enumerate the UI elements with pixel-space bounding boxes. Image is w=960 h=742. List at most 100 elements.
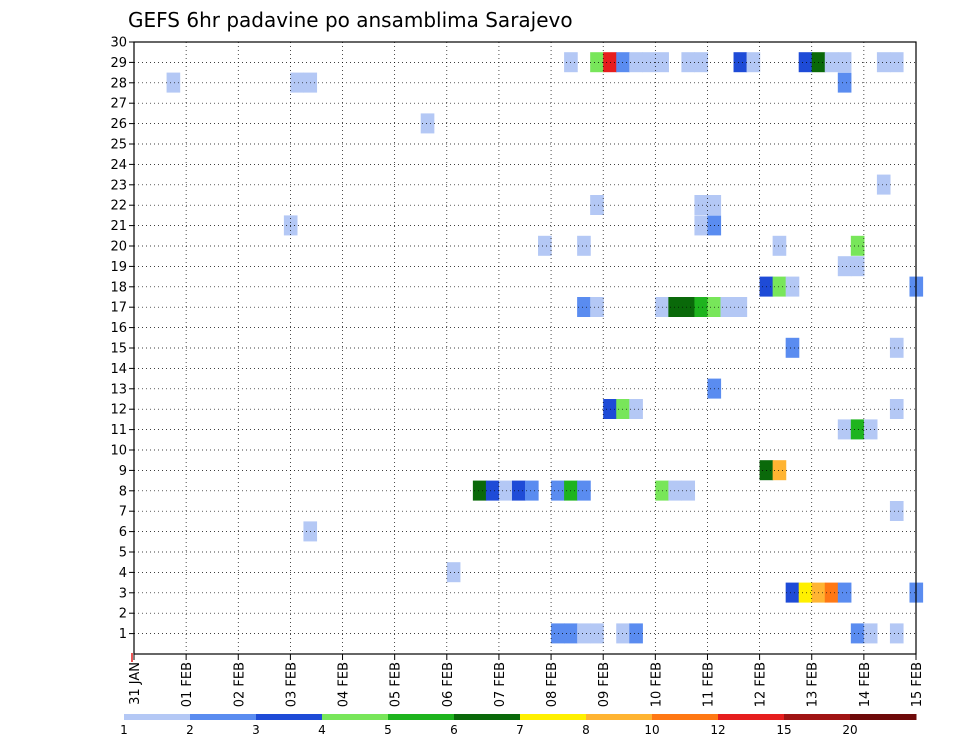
x-tick-label: 13 FEB [806, 662, 821, 707]
legend-swatch [190, 714, 257, 720]
y-tick-label: 20 [110, 240, 127, 255]
y-tick-label: 13 [110, 382, 127, 397]
x-tick-label: 31 JAN [128, 662, 143, 705]
y-tick-label: 18 [110, 280, 127, 295]
heatmap-cell [551, 480, 565, 501]
x-tick-label: 14 FEB [858, 662, 873, 707]
y-tick-label: 5 [119, 546, 127, 561]
legend-label: 6 [450, 723, 458, 737]
heatmap-cell [746, 52, 761, 73]
legend-label: 1 [120, 723, 128, 737]
y-tick-label: 24 [110, 158, 127, 173]
heatmap-cell [166, 72, 181, 93]
legend-label: 8 [582, 723, 590, 737]
heatmap-cell [876, 174, 891, 195]
legend-swatch [520, 714, 587, 720]
x-tick-label: 15 FEB [910, 662, 925, 707]
heatmap-cell [889, 337, 904, 358]
x-tick-label: 09 FEB [597, 662, 612, 707]
heatmap-cell [785, 337, 800, 358]
y-tick-label: 28 [110, 76, 127, 91]
heatmap-cell [694, 297, 709, 317]
heatmap-cell [538, 235, 552, 256]
heatmap-cell [551, 623, 565, 644]
y-tick-label: 4 [119, 566, 127, 581]
heatmap-cell [733, 297, 748, 317]
legend-swatch [586, 714, 653, 720]
x-tick-label: 06 FEB [441, 662, 456, 707]
heatmap-cell [837, 582, 852, 603]
legend-swatch [784, 714, 851, 720]
legend-label: 20 [842, 723, 857, 737]
heatmap-cell [889, 623, 904, 644]
heatmap-cell [668, 297, 682, 317]
axis-layer: 1234567891011121314151617181920212223242… [110, 36, 925, 708]
heatmap-cell [681, 52, 696, 73]
x-tick-label: 03 FEB [284, 662, 299, 707]
y-tick-label: 23 [110, 178, 127, 193]
y-tick-label: 8 [119, 484, 127, 499]
cells-layer [166, 52, 924, 644]
heatmap-cell [850, 235, 865, 256]
y-tick-label: 30 [110, 36, 127, 51]
heatmap-cell [694, 52, 709, 73]
heatmap-cell [616, 399, 630, 419]
heatmap-cell [720, 297, 735, 317]
legend-swatch [124, 714, 191, 720]
legend-label: 10 [644, 723, 659, 737]
heatmap-cell [824, 582, 839, 603]
heatmap-cell [590, 195, 604, 215]
y-tick-label: 10 [110, 444, 127, 459]
x-tick-label: 07 FEB [493, 662, 508, 707]
heatmap-cell [525, 480, 539, 501]
heatmap-cell [785, 276, 800, 297]
heatmap-cell [733, 52, 748, 73]
y-tick-label: 29 [110, 56, 127, 71]
x-tick-label: 08 FEB [545, 662, 560, 707]
heatmap-cell [837, 419, 852, 440]
legend-swatch [652, 714, 719, 720]
legend-label: 5 [384, 723, 392, 737]
heatmap-cell [590, 52, 604, 73]
heatmap-cell [824, 52, 839, 73]
heatmap-cell [420, 113, 435, 134]
legend-label: 4 [318, 723, 326, 737]
y-tick-label: 7 [119, 505, 127, 520]
x-tick-label: 11 FEB [701, 662, 716, 707]
y-tick-label: 3 [119, 586, 127, 601]
y-tick-label: 6 [119, 525, 127, 540]
chart-title: GEFS 6hr padavine po ansamblima Sarajevo [128, 8, 573, 32]
heatmap-cell [629, 52, 643, 73]
heatmap-cell [837, 256, 852, 277]
heatmap-cell [681, 480, 696, 501]
x-tick-label: 01 FEB [180, 662, 195, 707]
heatmap-cell [798, 52, 813, 73]
heatmap-cell [642, 52, 656, 73]
heatmap-cell [577, 480, 591, 501]
heatmap-cell [681, 297, 696, 317]
heatmap-cell [577, 297, 591, 317]
heatmap-cell [785, 582, 800, 603]
legend-swatch [322, 714, 389, 720]
y-tick-label: 2 [119, 607, 127, 622]
legend-label: 12 [710, 723, 725, 737]
y-tick-label: 21 [110, 219, 127, 234]
legend-label: 7 [516, 723, 524, 737]
heatmap-cell [889, 52, 904, 73]
heatmap-cell [485, 480, 500, 501]
x-tick-label: 04 FEB [337, 662, 352, 707]
x-tick-label: 02 FEB [232, 662, 247, 707]
heatmap-cell [772, 276, 787, 297]
heatmap-cell [590, 623, 604, 644]
heatmap-cell [772, 235, 787, 256]
heatmap-cell [472, 480, 487, 501]
heatmap-cell [850, 623, 865, 644]
heatmap-cell [850, 256, 865, 277]
legend-swatch [718, 714, 785, 720]
heatmap-cell [798, 582, 813, 603]
y-tick-label: 17 [110, 301, 127, 316]
legend-label: 2 [186, 723, 194, 737]
y-tick-label: 9 [119, 464, 127, 479]
heatmap-cell [616, 623, 630, 644]
